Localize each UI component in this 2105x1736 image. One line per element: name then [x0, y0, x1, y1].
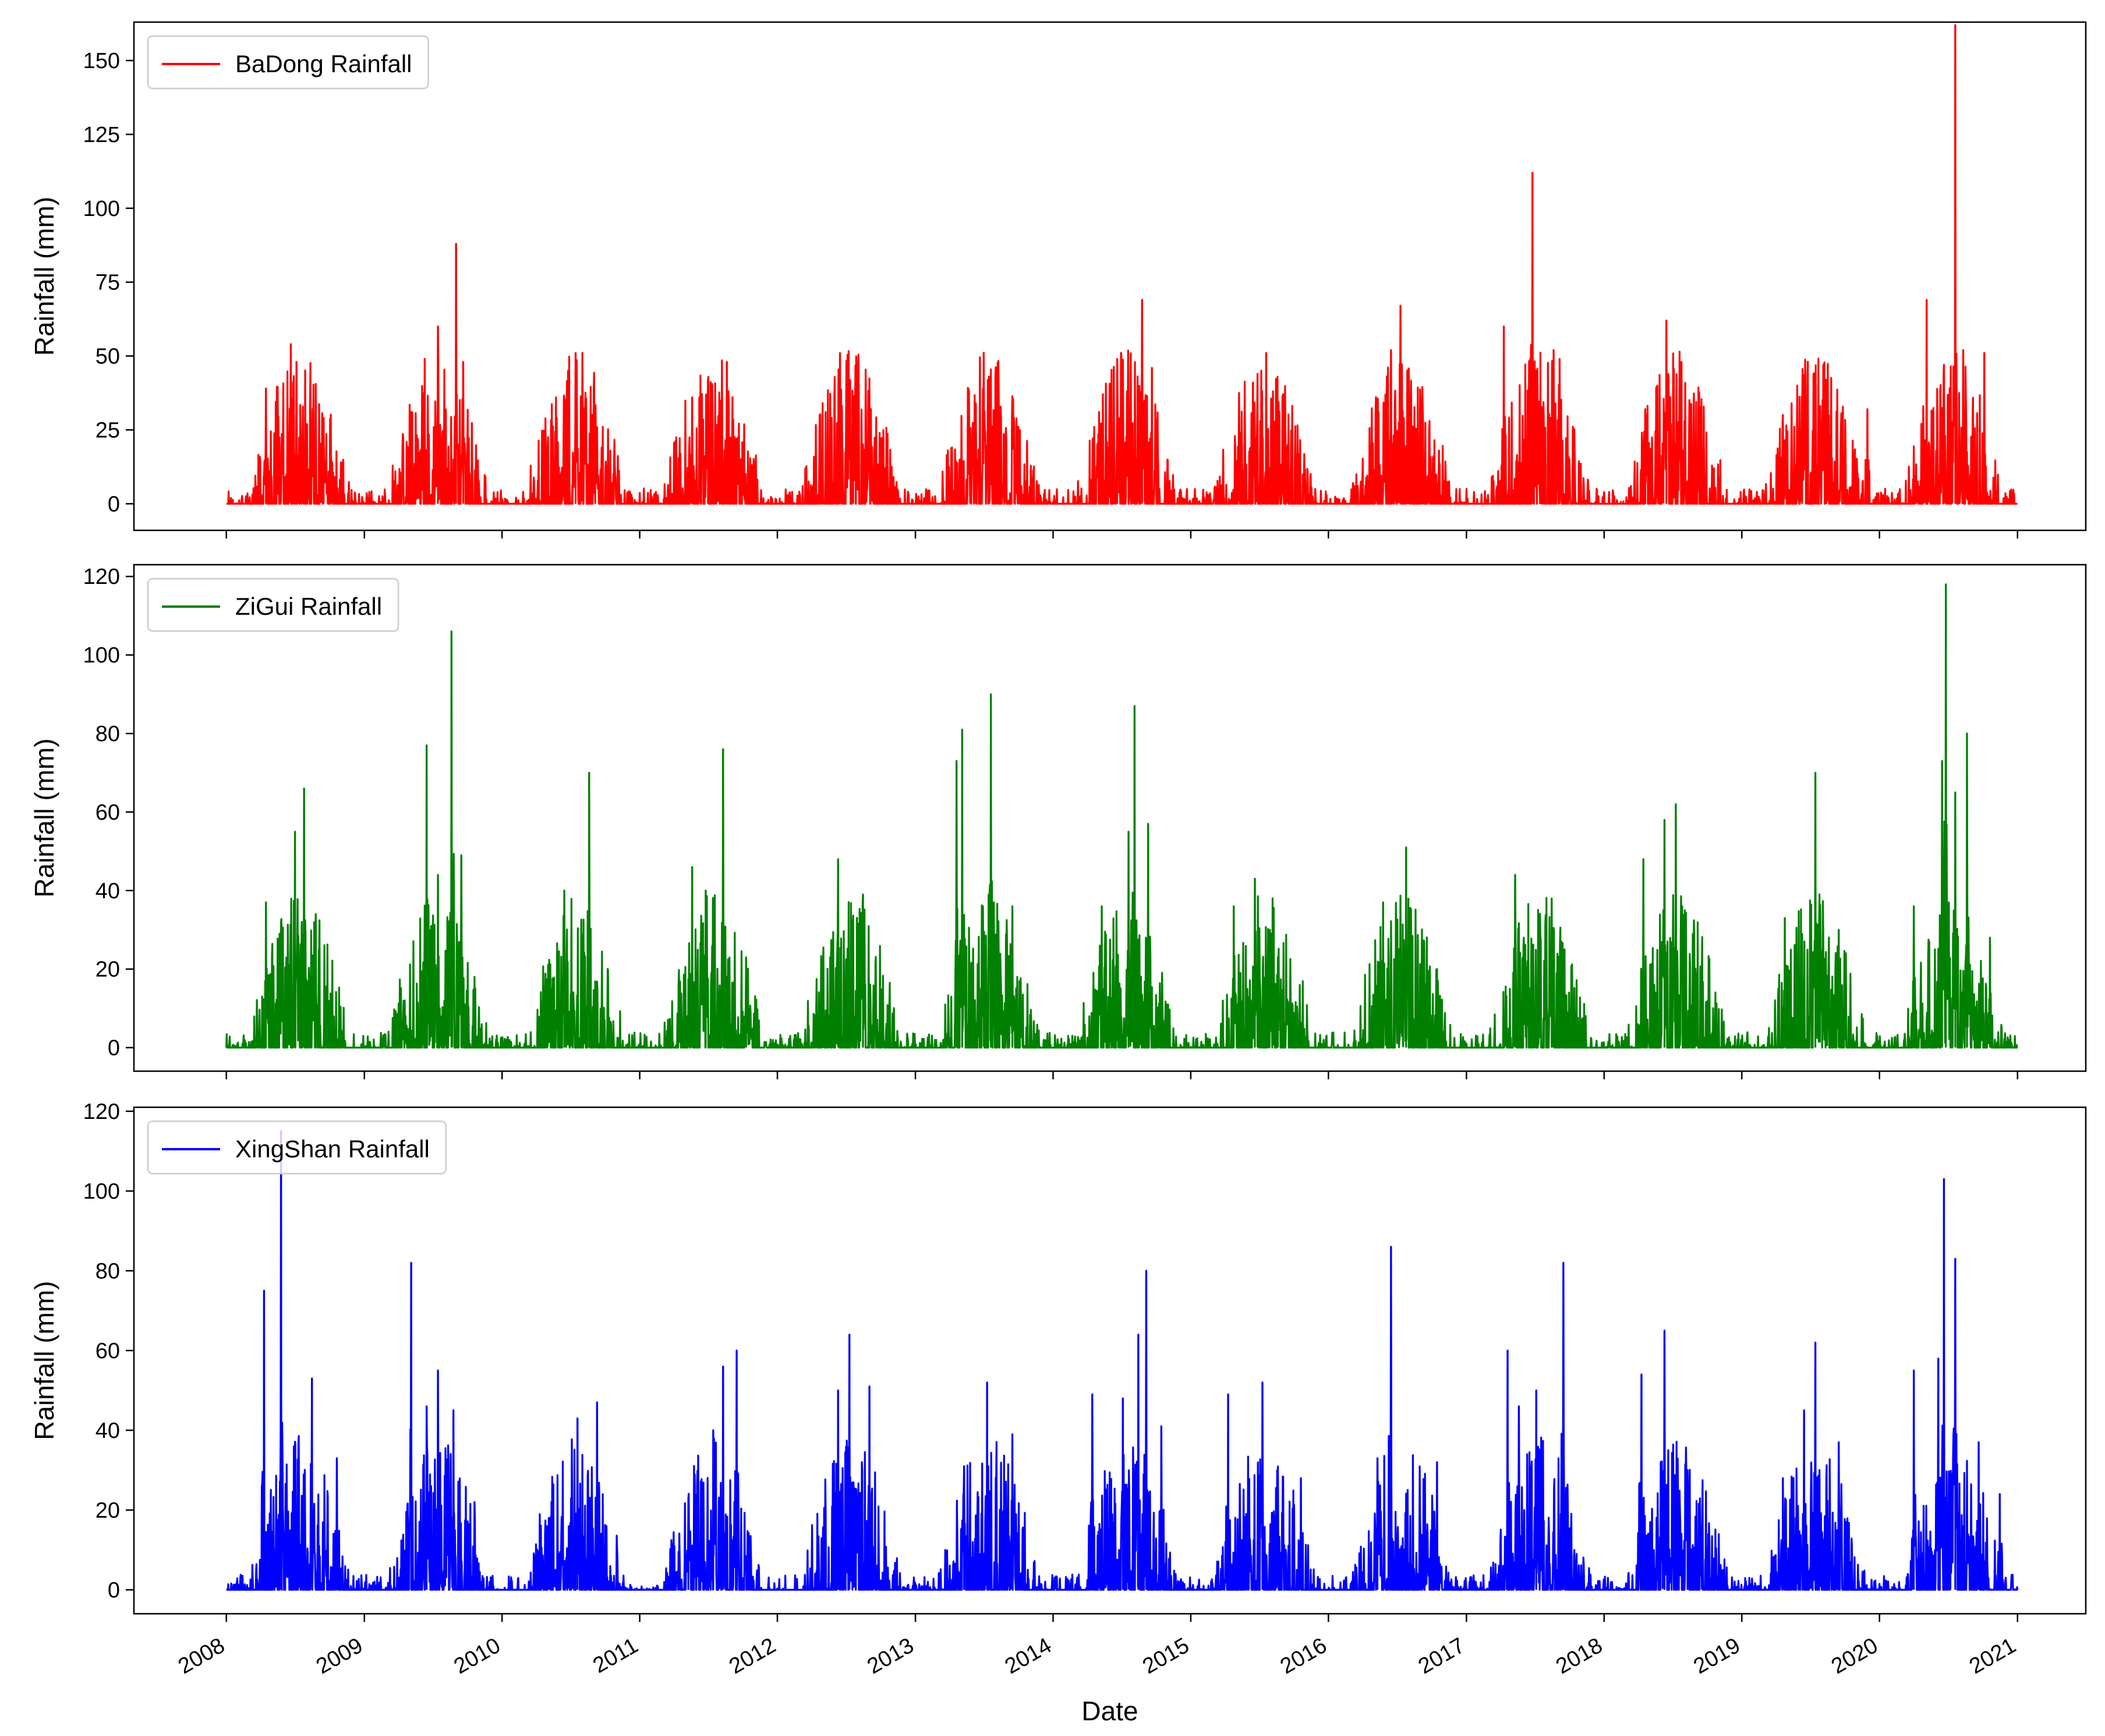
series-line: [225, 1130, 2019, 1591]
zigui-y-ticks: 0 20 40 60 80 100 120: [83, 565, 134, 1061]
xingshan-plot-frame: [133, 1106, 2087, 1615]
badong-rainfall-series: [225, 24, 2018, 505]
zigui-x-ticks: [225, 1071, 2019, 1079]
y-tick-label: 150: [83, 49, 120, 73]
y-tick-label: 120: [83, 1100, 120, 1124]
xingshan-y-ticks: 0 20 40 60 80 100 120: [83, 1100, 134, 1603]
xingshan-y-axis-label: Rainfall (mm): [29, 1281, 59, 1440]
y-tick-label: 120: [83, 565, 120, 589]
zigui-rainfall-series: [225, 583, 2018, 1049]
y-tick-label: 125: [83, 123, 120, 147]
y-tick-label: 0: [108, 1578, 120, 1603]
y-tick-label: 60: [95, 800, 120, 825]
badong-plot-frame: [133, 21, 2087, 532]
y-tick-label: 40: [95, 1419, 120, 1443]
y-tick-label: 25: [95, 418, 120, 442]
xingshan-legend-label: XingShan Rainfall: [235, 1135, 430, 1163]
y-tick-label: 60: [95, 1339, 120, 1363]
zigui-legend-label: ZiGui Rainfall: [235, 593, 382, 620]
zigui-plot-frame: [133, 564, 2087, 1072]
y-tick-label: 80: [95, 1259, 120, 1284]
y-tick-label: 40: [95, 879, 120, 904]
badong-legend: BaDong Rainfall: [147, 35, 429, 90]
zigui-legend-box: [147, 578, 399, 632]
y-tick-label: 0: [108, 1036, 120, 1061]
y-tick-label: 50: [95, 345, 120, 369]
zigui-y-axis-label: Rainfall (mm): [29, 738, 59, 897]
zigui-legend: ZiGui Rainfall: [147, 578, 399, 632]
y-tick-label: 20: [95, 1498, 120, 1523]
series-line: [225, 24, 2018, 505]
y-tick-label: 75: [95, 271, 120, 295]
y-tick-label: 100: [83, 1179, 120, 1204]
y-tick-label: 100: [83, 197, 120, 221]
x-axis-label: Date: [1081, 1696, 1138, 1726]
y-tick-label: 20: [95, 958, 120, 982]
series-line: [225, 583, 2018, 1049]
y-tick-label: 100: [83, 643, 120, 668]
y-tick-label: 0: [108, 492, 120, 516]
xingshan-rainfall-series: [225, 1130, 2019, 1591]
xingshan-legend: XingShan Rainfall: [147, 1120, 447, 1175]
badong-legend-box: [147, 35, 429, 90]
zigui-panel: 0 20 40 60 80 100 120 Rainfall (mm) ZiGui Rain…: [29, 564, 2087, 1079]
badong-legend-label: BaDong Rainfall: [235, 50, 412, 77]
y-tick-label: 80: [95, 722, 120, 746]
badong-y-ticks: 0 25 50 75 100 125 150: [83, 49, 134, 516]
xingshan-legend-box: [147, 1120, 447, 1175]
badong-x-ticks: [225, 530, 2019, 538]
badong-panel: 0 25 50 75 100 125 150 Rainfall (mm) BaDong Ra…: [29, 21, 2087, 538]
badong-y-axis-label: Rainfall (mm): [29, 197, 59, 356]
